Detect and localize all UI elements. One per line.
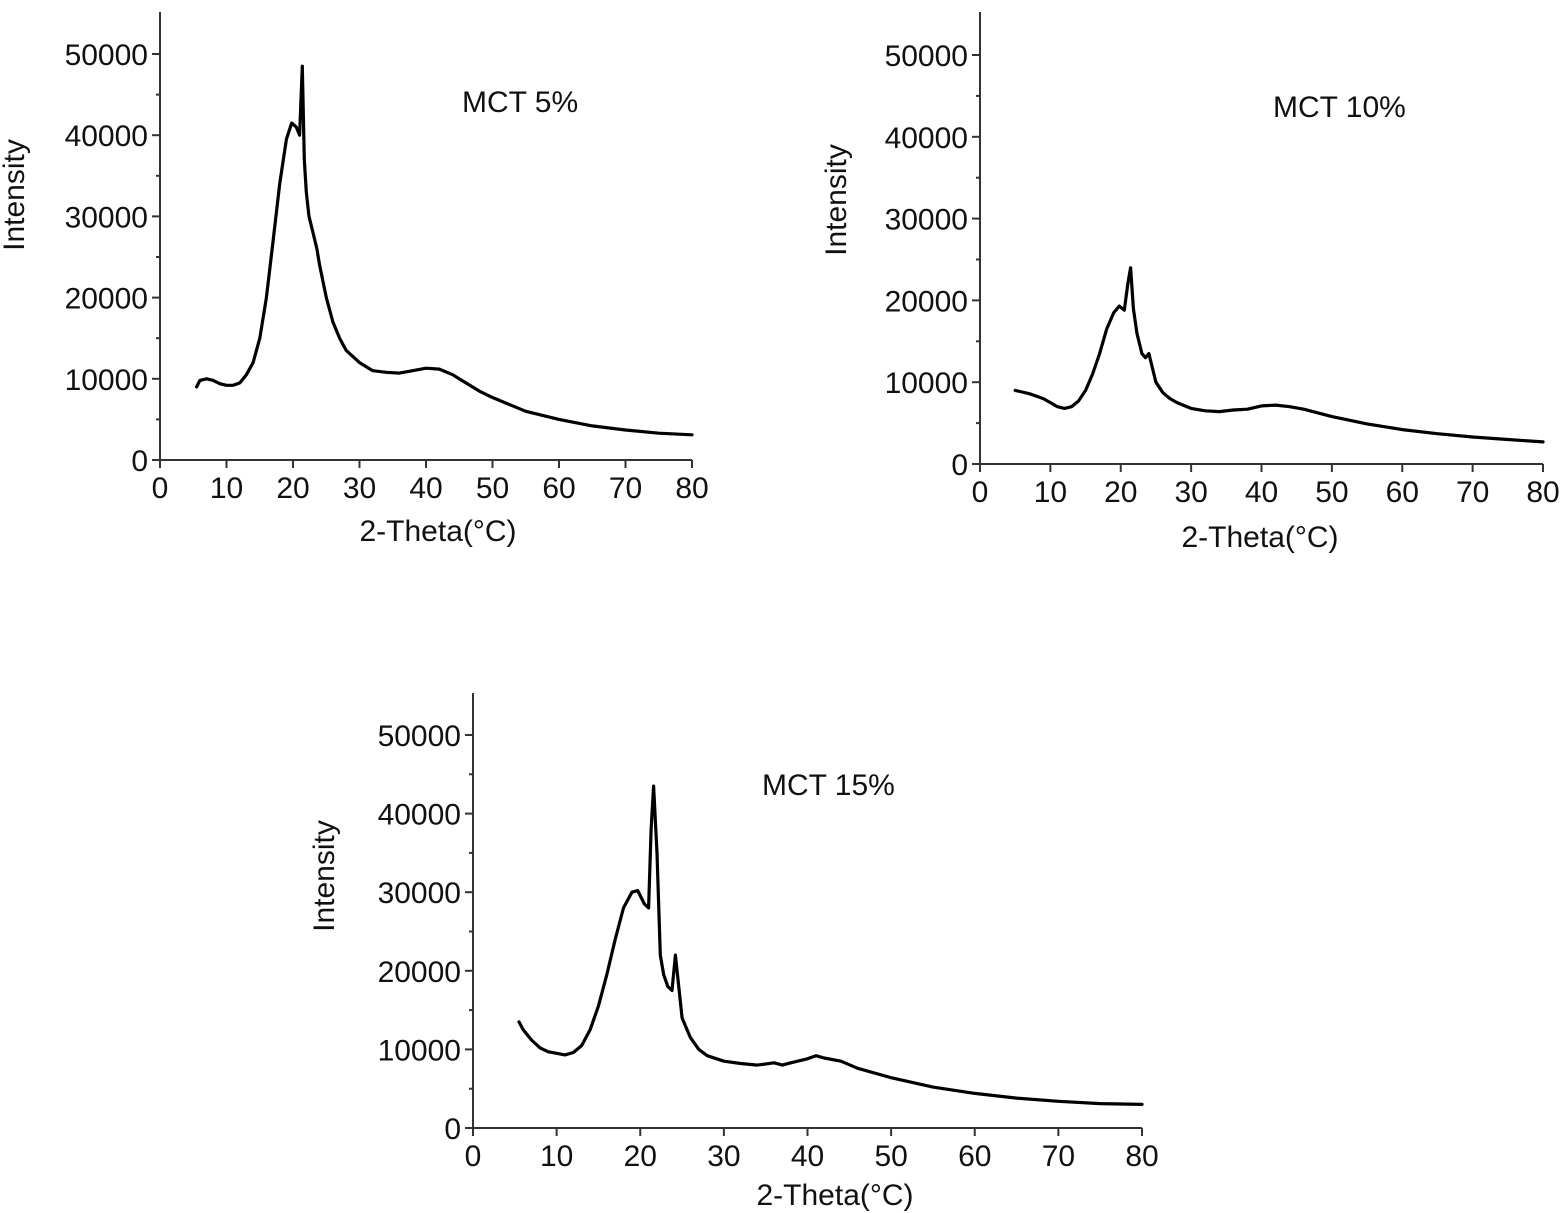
series-line [195,64,694,437]
y-axis-title: Intensity [308,820,341,932]
x-tick-label: 30 [1174,476,1207,509]
x-tick-label: 70 [1456,476,1489,509]
x-axis-title: 2-Theta(°C) [1181,521,1338,554]
y-axis-title: Intensity [820,144,853,256]
x-tick-label: 40 [409,472,442,505]
y-tick-label: 20000 [65,283,148,316]
x-axis-title: 2-Theta(°C) [359,515,516,548]
y-tick-label: 0 [951,449,968,482]
chart-panel-mct-10: 0 10 20 30 40 50 60 70 80 0 10000 20000 30000 40000 50… [820,12,1560,554]
y-tick-label: 30000 [65,201,148,234]
x-axis-title: 2-Theta(°C) [756,1179,913,1212]
x-tick-label: 20 [276,472,309,505]
y-tick-label: 10000 [378,1034,461,1067]
y-tick-label: 10000 [885,367,968,400]
x-tick-label: 10 [540,1140,573,1173]
x-tick-label: 60 [958,1140,991,1173]
x-tick-label: 0 [972,476,989,509]
chart-title: MCT 5% [462,86,578,119]
x-tick-label: 10 [210,472,243,505]
chart-title: MCT 15% [762,769,895,802]
x-tick-label: 60 [542,472,575,505]
y-tick-label: 50000 [885,40,968,73]
x-tick-label: 60 [1386,476,1419,509]
x-tick-label: 0 [152,472,169,505]
chart-panel-mct-15: 0 10 20 30 40 50 60 70 80 0 10000 20000 30000 40000 50… [308,693,1159,1212]
y-tick-label: 40000 [65,120,148,153]
y-tick-label: 30000 [885,204,968,237]
x-tick-label: 80 [1526,476,1559,509]
y-tick-label: 40000 [378,799,461,832]
x-tick-label: 40 [1245,476,1278,509]
series-line [517,784,1144,1107]
x-tick-label: 30 [343,472,376,505]
y-tick-label: 40000 [885,122,968,155]
x-tick-label: 70 [1042,1140,1075,1173]
x-tick-label: 20 [624,1140,657,1173]
y-tick-label: 0 [444,1113,461,1146]
x-tick-label: 50 [476,472,509,505]
x-tick-label: 10 [1034,476,1067,509]
y-tick-label: 20000 [885,285,968,318]
x-tick-label: 30 [707,1140,740,1173]
x-tick-label: 40 [791,1140,824,1173]
x-tick-label: 50 [874,1140,907,1173]
y-tick-label: 30000 [378,877,461,910]
x-tick-label: 80 [1125,1140,1158,1173]
x-tick-label: 20 [1104,476,1137,509]
x-tick-label: 70 [609,472,642,505]
y-tick-label: 20000 [378,956,461,989]
x-tick-label: 80 [675,472,708,505]
series-line [1013,266,1545,444]
x-tick-label: 0 [465,1140,482,1173]
x-tick-label: 50 [1315,476,1348,509]
y-tick-label: 0 [131,445,148,478]
y-axis-title: Intensity [0,139,31,251]
chart-title: MCT 10% [1273,91,1406,124]
chart-panel-mct-5: 0 10 20 30 40 50 60 70 80 0 10000 20000 30000 40000 50… [0,12,709,548]
y-tick-label: 10000 [65,364,148,397]
y-tick-label: 50000 [65,39,148,72]
y-tick-label: 50000 [378,720,461,753]
